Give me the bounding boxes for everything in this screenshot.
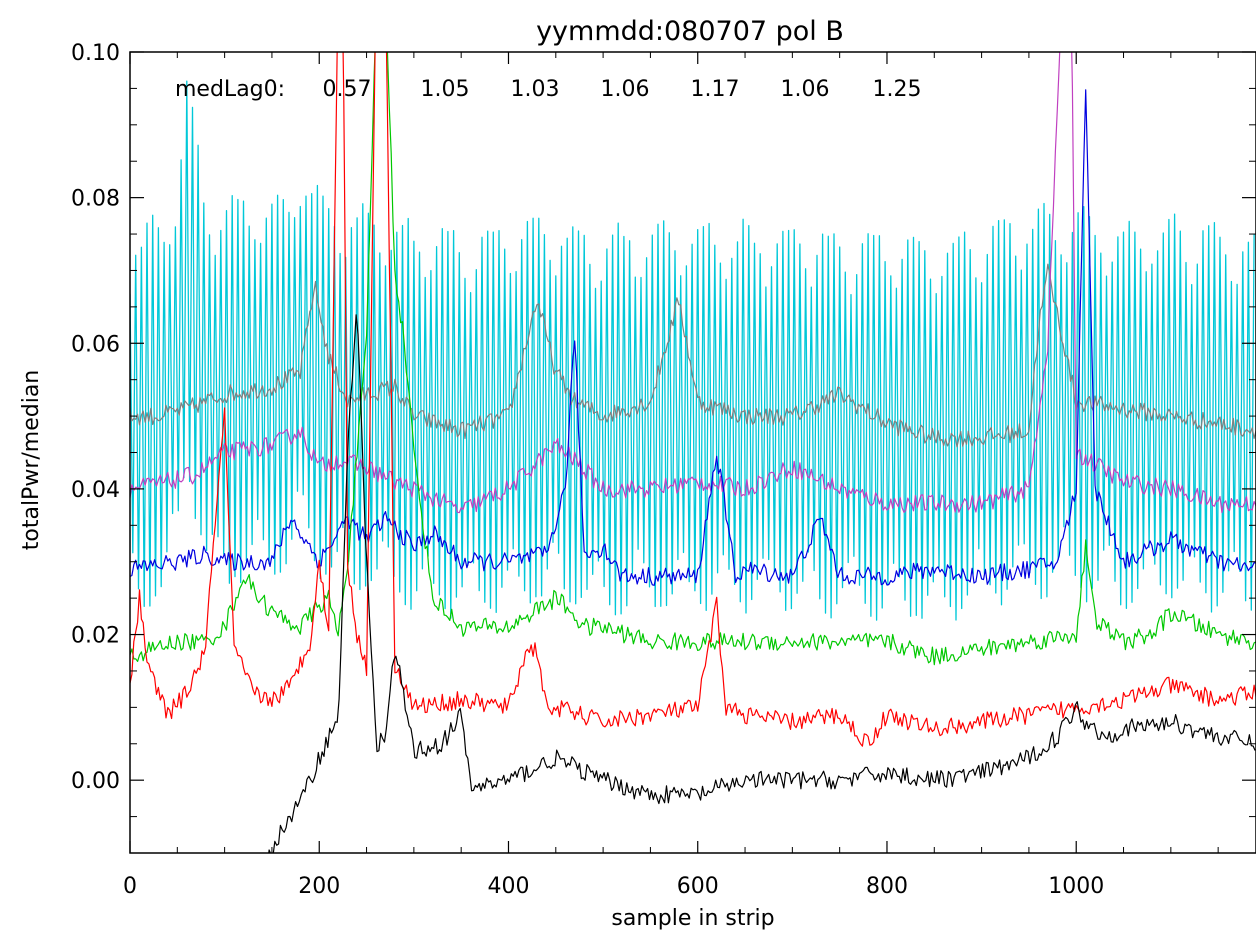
chart-title: yymmdd:080707 pol B — [536, 16, 844, 47]
series-layer — [130, 52, 1256, 853]
tick-layer: 0 200 400 600 800 1000 0.00 0.02 0.04 0.06 0.08 0.1… — [71, 41, 1256, 899]
medlag0-value: 1.25 — [873, 77, 922, 102]
series-line-0 — [130, 80, 1255, 621]
medlag0-label: medLag0: — [175, 77, 285, 102]
medlag0-value: 1.03 — [511, 77, 560, 102]
series-line-3 — [130, 89, 1256, 586]
series-line-4 — [130, 52, 1256, 666]
x-tick-label: 0 — [123, 874, 137, 899]
x-axis-label: sample in strip — [611, 906, 774, 931]
y-tick-label: 0.06 — [71, 332, 120, 357]
y-tick-label: 0.04 — [71, 478, 120, 503]
medlag0-value: 1.05 — [421, 77, 470, 102]
series-line-6 — [268, 314, 1256, 853]
medlag0-value: 1.06 — [781, 77, 830, 102]
y-tick-label: 0.00 — [71, 769, 120, 794]
medlag0-values: 0.57 1.05 1.03 1.06 1.17 1.06 1.25 — [323, 77, 922, 102]
medlag0-value: 1.06 — [601, 77, 650, 102]
series-line-2 — [130, 52, 1256, 514]
series-line-1 — [130, 263, 1256, 448]
x-tick-label: 600 — [677, 874, 719, 899]
medlag0-value: 1.17 — [691, 77, 740, 102]
y-axis-label: totalPwr/median — [19, 370, 44, 551]
x-tick-label: 400 — [487, 874, 529, 899]
x-tick-label: 800 — [866, 874, 908, 899]
medlag0-value: 0.57 — [323, 77, 372, 102]
y-tick-label: 0.10 — [71, 41, 120, 66]
x-tick-label: 1000 — [1048, 874, 1104, 899]
series-line-5 — [130, 52, 1256, 747]
y-tick-label: 0.08 — [71, 187, 120, 212]
x-tick-label: 200 — [298, 874, 340, 899]
y-tick-label: 0.02 — [71, 624, 120, 649]
